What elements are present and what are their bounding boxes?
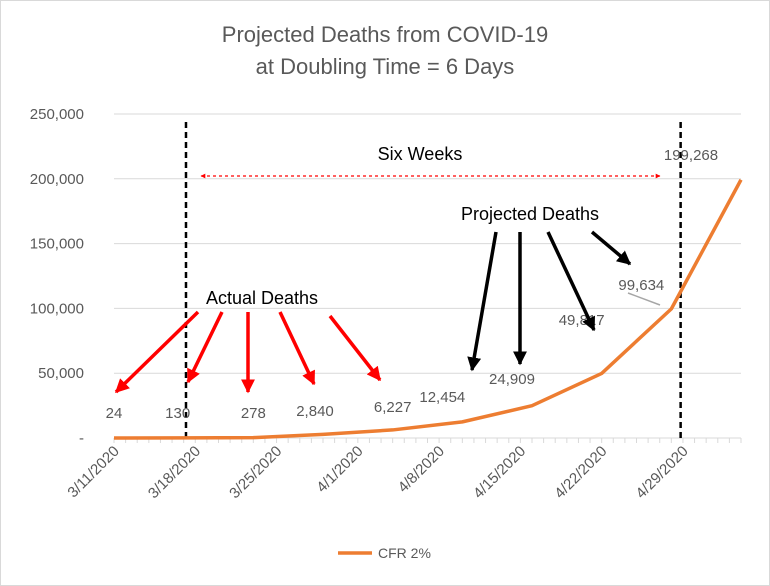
chart-title-line-2: at Doubling Time = 6 Days	[255, 54, 515, 79]
projected-deaths-arrow	[546, 231, 596, 332]
y-tick-label: 250,000	[30, 106, 84, 123]
actual-deaths-arrow	[114, 310, 200, 394]
chart-title-line-1: Projected Deaths from COVID-19	[221, 22, 549, 47]
data-label: 24,909	[489, 371, 535, 388]
y-tick-label: -	[79, 430, 84, 447]
x-tick-label: 4/22/2020	[551, 443, 610, 502]
x-tick-label: 3/11/2020	[64, 443, 122, 501]
data-label: 6,227	[374, 399, 412, 416]
data-label: 99,634	[618, 277, 664, 294]
data-label: 12,454	[419, 389, 465, 406]
annotation-projected-deaths: Projected Deaths	[461, 204, 599, 224]
data-label: 24	[106, 405, 123, 422]
y-tick-label: 50,000	[38, 365, 84, 382]
x-tick-label: 4/8/2020	[395, 443, 448, 496]
data-label-leader	[627, 292, 661, 306]
series-line-cfr-2	[113, 178, 743, 440]
projected-deaths-arrow	[467, 231, 498, 372]
x-tick-label: 4/29/2020	[633, 443, 692, 502]
data-label: 199,268	[664, 147, 718, 164]
x-tick-label: 4/1/2020	[313, 443, 366, 496]
x-tick-label: 4/15/2020	[470, 443, 529, 502]
annotation-six-weeks: Six Weeks	[378, 144, 463, 164]
legend-label: CFR 2%	[378, 545, 431, 561]
actual-deaths-arrow	[186, 311, 224, 384]
x-tick-label: 3/25/2020	[226, 443, 285, 502]
actual-deaths-arrow	[278, 311, 316, 386]
data-label: 130	[165, 405, 190, 422]
data-label: 49,817	[559, 312, 605, 329]
data-label: 278	[241, 405, 266, 422]
annotation-actual-deaths: Actual Deaths	[206, 288, 318, 308]
data-label: 2,840	[296, 403, 334, 420]
y-tick-label: 150,000	[30, 236, 84, 253]
projected-deaths-arrow	[590, 230, 632, 266]
x-tick-label: 3/18/2020	[145, 443, 204, 502]
actual-deaths-arrow	[328, 314, 382, 382]
y-tick-label: 100,000	[30, 300, 84, 317]
y-tick-label: 200,000	[30, 171, 84, 188]
